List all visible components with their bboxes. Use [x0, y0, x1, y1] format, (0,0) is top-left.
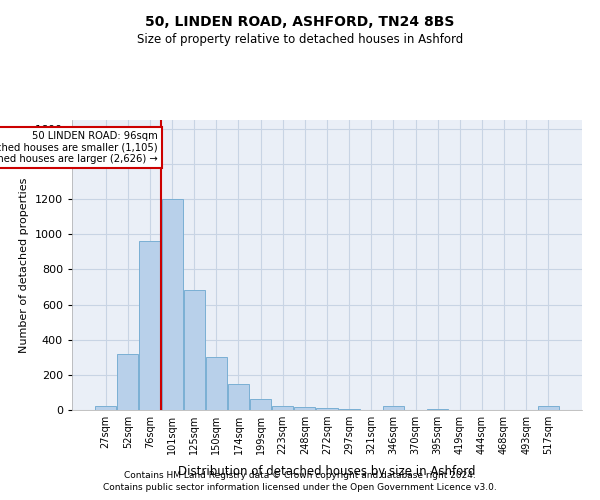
Text: Contains HM Land Registry data © Crown copyright and database right 2024.: Contains HM Land Registry data © Crown c…: [124, 471, 476, 480]
Bar: [161, 199, 182, 410]
Text: Size of property relative to detached houses in Ashford: Size of property relative to detached ho…: [137, 32, 463, 46]
Bar: [95, 406, 116, 410]
Text: Contains public sector information licensed under the Open Government Licence v3: Contains public sector information licen…: [103, 484, 497, 492]
Bar: [427, 409, 448, 410]
Y-axis label: Number of detached properties: Number of detached properties: [19, 178, 29, 352]
Bar: [338, 409, 359, 410]
Bar: [228, 384, 249, 410]
Bar: [250, 398, 271, 410]
Bar: [538, 406, 559, 410]
Bar: [118, 354, 139, 410]
X-axis label: Distribution of detached houses by size in Ashford: Distribution of detached houses by size …: [178, 466, 476, 478]
Bar: [206, 358, 227, 410]
Bar: [295, 408, 316, 410]
Bar: [383, 406, 404, 410]
Text: 50, LINDEN ROAD, ASHFORD, TN24 8BS: 50, LINDEN ROAD, ASHFORD, TN24 8BS: [145, 15, 455, 29]
Text: 50 LINDEN ROAD: 96sqm
← 29% of detached houses are smaller (1,105)
70% of semi-d: 50 LINDEN ROAD: 96sqm ← 29% of detached …: [0, 130, 158, 164]
Bar: [316, 408, 338, 410]
Bar: [184, 290, 205, 410]
Bar: [272, 406, 293, 410]
Bar: [139, 242, 160, 410]
